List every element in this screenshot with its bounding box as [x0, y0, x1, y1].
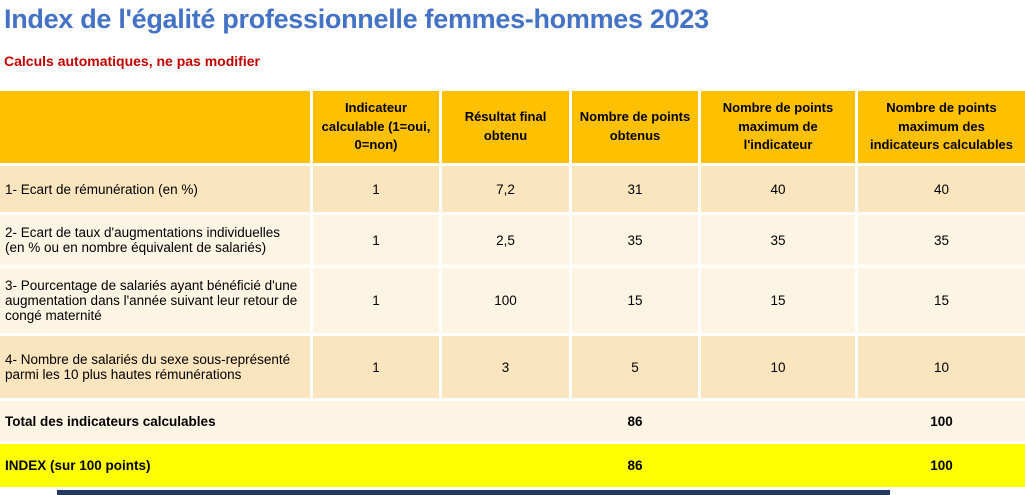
total-empty-cell[interactable]	[442, 401, 569, 441]
points-max-indicateur-cell[interactable]: 40	[701, 166, 855, 212]
calculable-cell[interactable]: 1	[313, 215, 439, 265]
index-points-max-calculables-cell[interactable]: 100	[930, 458, 953, 473]
table-header-row: Indicateur calculable (1=oui, 0=non) Rés…	[0, 91, 1025, 163]
index-empty-cell[interactable]	[442, 444, 569, 487]
header-cell-empty[interactable]	[0, 91, 310, 163]
points-max-indicateur-cell[interactable]: 35	[701, 215, 855, 265]
header-cell-indicateur-calculable[interactable]: Indicateur calculable (1=oui, 0=non)	[313, 91, 439, 163]
resultat-cell[interactable]: 3	[442, 336, 569, 398]
resultat-cell[interactable]: 100	[442, 268, 569, 333]
calculable-cell[interactable]: 1	[313, 166, 439, 212]
header-cell-points-max-calculables[interactable]: Nombre de points maximum des indicateurs…	[858, 91, 1025, 163]
points-obtenus-cell[interactable]: 31	[572, 166, 698, 212]
points-obtenus-cell[interactable]: 5	[572, 336, 698, 398]
points-max-calculables-cell[interactable]: 10	[858, 336, 1025, 398]
points-max-calculables-cell[interactable]: 15	[858, 268, 1025, 333]
calculable-cell[interactable]: 1	[313, 336, 439, 398]
equality-index-table: Indicateur calculable (1=oui, 0=non) Rés…	[0, 91, 1025, 487]
row-label-cell[interactable]: 4- Nombre de salariés du sexe sous-repré…	[0, 336, 310, 398]
resultat-cell[interactable]: 2,5	[442, 215, 569, 265]
resultat-cell[interactable]: 7,2	[442, 166, 569, 212]
row-label-cell[interactable]: 1- Ecart de rémunération (en %)	[0, 166, 310, 212]
total-empty-cell[interactable]	[313, 401, 439, 441]
header-cell-points-max-indicateur[interactable]: Nombre de points maximum de l'indicateur	[701, 91, 855, 163]
header-cell-resultat-final[interactable]: Résultat final obtenu	[442, 91, 569, 163]
index-label-cell[interactable]: INDEX (sur 100 points)	[5, 458, 151, 473]
row-label-cell[interactable]: 2- Ecart de taux d'augmentations individ…	[0, 215, 310, 265]
calculable-cell[interactable]: 1	[313, 268, 439, 333]
points-max-indicateur-cell[interactable]: 15	[701, 268, 855, 333]
index-points-obtenus-cell[interactable]: 86	[627, 458, 643, 473]
points-obtenus-cell[interactable]: 15	[572, 268, 698, 333]
points-max-calculables-cell[interactable]: 40	[858, 166, 1025, 212]
table-row: 3- Pourcentage de salariés ayant bénéfic…	[0, 268, 1025, 333]
points-max-indicateur-cell[interactable]: 10	[701, 336, 855, 398]
page-title: Index de l'égalité professionnelle femme…	[4, 4, 709, 34]
index-empty-cell[interactable]	[313, 444, 439, 487]
table-row: 2- Ecart de taux d'augmentations individ…	[0, 215, 1025, 265]
header-cell-points-obtenus[interactable]: Nombre de points obtenus	[572, 91, 698, 163]
table-row: 4- Nombre de salariés du sexe sous-repré…	[0, 336, 1025, 398]
index-row: INDEX (sur 100 points) 86 100	[0, 444, 1025, 487]
index-empty-cell[interactable]	[701, 444, 855, 487]
points-max-calculables-cell[interactable]: 35	[858, 215, 1025, 265]
total-row: Total des indicateurs calculables 86 100	[0, 401, 1025, 441]
total-points-obtenus-cell[interactable]: 86	[627, 413, 643, 429]
warning-subtitle: Calculs automatiques, ne pas modifier	[4, 53, 260, 69]
total-points-max-calculables-cell[interactable]: 100	[930, 413, 953, 429]
total-empty-cell[interactable]	[701, 401, 855, 441]
total-label-cell[interactable]: Total des indicateurs calculables	[5, 413, 216, 429]
table-row: 1- Ecart de rémunération (en %) 1 7,2 31…	[0, 166, 1025, 212]
row-label-cell[interactable]: 3- Pourcentage de salariés ayant bénéfic…	[0, 268, 310, 333]
points-obtenus-cell[interactable]: 35	[572, 215, 698, 265]
